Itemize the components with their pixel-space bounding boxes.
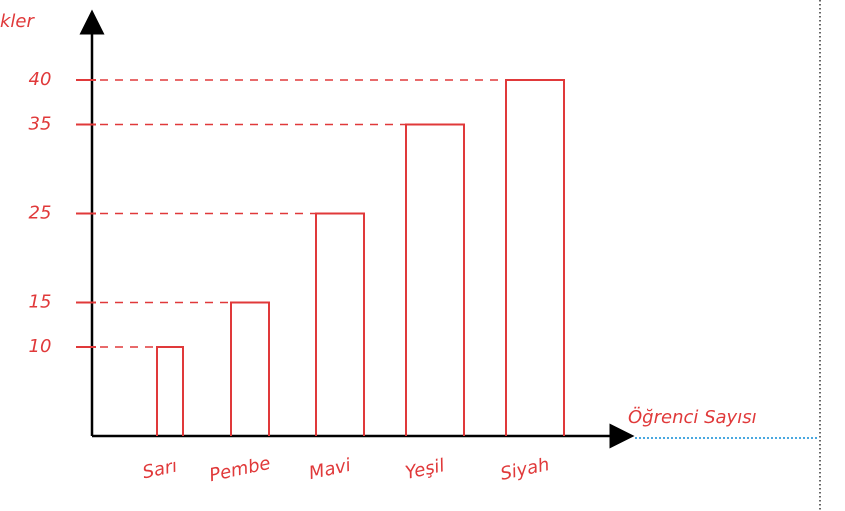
x-tick-label: Sarı (141, 456, 179, 484)
x-tick-label: Siyah (498, 454, 551, 485)
bar (156, 346, 184, 436)
bar (505, 79, 565, 436)
bar (315, 212, 365, 436)
y-tick-label: 10 (29, 336, 52, 357)
bar (230, 301, 270, 436)
x-tick-label: Mavi (307, 455, 353, 484)
x-axis-label: Öğrenci Sayısı (628, 406, 757, 428)
x-tick-label: Pembe (207, 453, 272, 486)
bar (405, 123, 465, 436)
y-tick-label: 35 (29, 114, 52, 135)
y-tick-label: 40 (29, 69, 52, 90)
x-tick-label: Yeşil (403, 455, 446, 484)
y-axis-label: kler (0, 11, 35, 32)
y-tick-label: 25 (29, 203, 52, 224)
y-tick-label: 15 (29, 292, 52, 313)
